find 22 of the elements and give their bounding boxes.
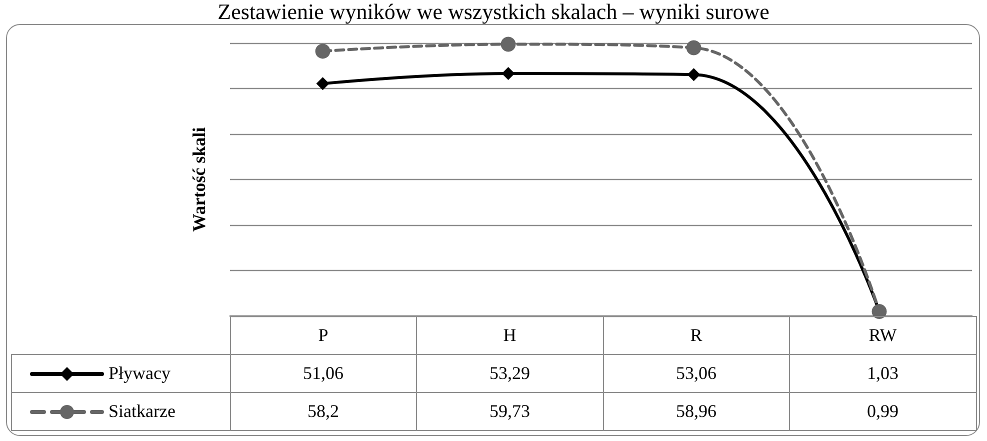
data-label: 51,06 xyxy=(230,354,416,392)
point xyxy=(315,44,330,59)
data-label: 1,03 xyxy=(790,354,976,392)
y-axis-title: Wartość skali xyxy=(189,127,209,232)
x-tick-label: R xyxy=(603,316,790,354)
chart-title: Zestawienie wyników we wszystkich skalach – wyniki surowe xyxy=(216,0,770,24)
legend-label: Siatkarze xyxy=(12,392,230,430)
data-label: 58,96 xyxy=(603,392,790,430)
point xyxy=(500,36,516,52)
legend-label: Pływacy xyxy=(12,354,230,392)
data-label: 53,06 xyxy=(603,354,790,392)
x-tick-label: H xyxy=(416,316,603,354)
point xyxy=(687,68,700,82)
point xyxy=(686,40,702,56)
point xyxy=(502,67,515,80)
data-label: 58,2 xyxy=(230,392,416,430)
x-tick-label: RW xyxy=(790,316,976,354)
x-tick-label: P xyxy=(230,316,416,354)
data-label: 59,73 xyxy=(416,392,603,430)
data-label: 53,29 xyxy=(416,354,603,392)
point xyxy=(316,77,330,90)
data-label: 0,99 xyxy=(790,392,976,430)
